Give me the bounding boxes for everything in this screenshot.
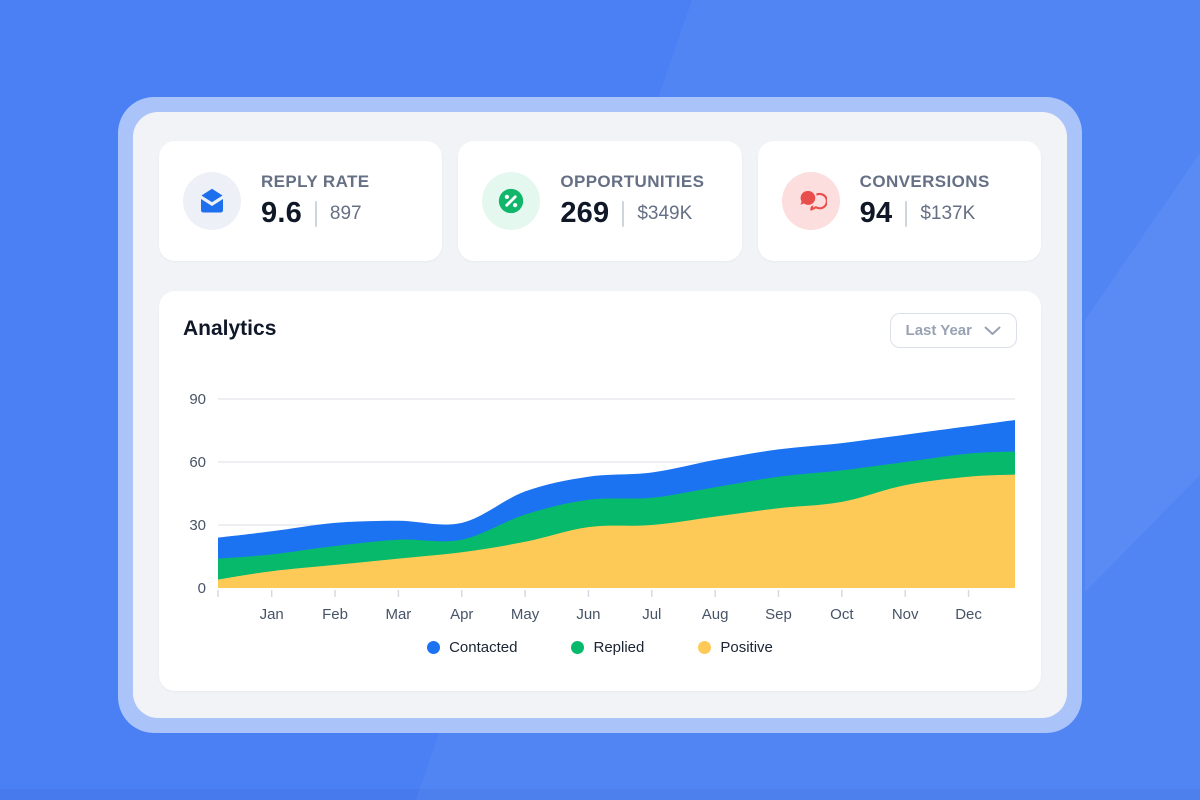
mail-icon xyxy=(183,172,241,230)
svg-text:Mar: Mar xyxy=(385,606,411,623)
stat-value: 269 xyxy=(560,197,610,229)
chat-bubbles-icon xyxy=(781,172,840,230)
stat-card-conversions: CONVERSIONS 94 $137K xyxy=(757,141,1041,261)
analytics-title: Analytics xyxy=(183,317,277,340)
chart-legend: Contacted Replied Positive xyxy=(159,639,1041,656)
svg-text:60: 60 xyxy=(189,454,206,471)
stat-divider xyxy=(314,200,317,227)
legend-item-contacted[interactable]: Contacted xyxy=(427,639,517,656)
svg-text:Aug: Aug xyxy=(702,606,729,623)
svg-text:90: 90 xyxy=(189,391,206,408)
stat-label: REPLY RATE xyxy=(261,172,370,191)
svg-text:Feb: Feb xyxy=(322,606,348,623)
svg-text:May: May xyxy=(511,606,540,623)
stat-cards-row: REPLY RATE 9.6 897 xyxy=(159,141,1041,261)
stat-value: 94 xyxy=(859,197,893,229)
stat-label: CONVERSIONS xyxy=(859,172,990,191)
stat-divider xyxy=(622,200,625,227)
legend-item-replied[interactable]: Replied xyxy=(571,639,644,656)
analytics-card: Analytics Last Year 0 30 60 90 Jan Feb Mar Apr M… xyxy=(159,291,1041,691)
svg-text:Oct: Oct xyxy=(830,606,854,623)
legend-dot xyxy=(571,641,585,654)
svg-text:0: 0 xyxy=(198,580,206,597)
svg-text:Sep: Sep xyxy=(765,606,792,623)
stat-divider xyxy=(905,200,908,227)
analytics-area-chart: 0 30 60 90 Jan Feb Mar Apr May Jun Jul Aug Sep Oct Nov… xyxy=(180,388,1015,628)
legend-dot xyxy=(427,641,441,654)
stat-secondary-value: $349K xyxy=(637,202,693,224)
stat-value: 9.6 xyxy=(261,197,302,229)
svg-text:Jun: Jun xyxy=(576,606,600,623)
stat-secondary-value: $137K xyxy=(920,202,976,224)
stat-label: OPPORTUNITIES xyxy=(560,172,705,191)
stat-card-opportunities: OPPORTUNITIES 269 $349K xyxy=(458,141,742,261)
date-range-selector[interactable]: Last Year xyxy=(889,313,1017,348)
dashboard-frame: REPLY RATE 9.6 897 xyxy=(118,97,1082,733)
legend-label: Replied xyxy=(593,639,645,656)
chevron-down-icon xyxy=(984,326,1001,335)
dashboard-panel: REPLY RATE 9.6 897 xyxy=(133,112,1067,718)
legend-label: Contacted xyxy=(449,639,518,656)
svg-text:Dec: Dec xyxy=(955,606,982,623)
area-series-positive xyxy=(218,474,1015,588)
stat-card-reply-rate: REPLY RATE 9.6 897 xyxy=(159,141,443,261)
legend-dot xyxy=(698,641,712,654)
svg-text:Nov: Nov xyxy=(892,606,919,623)
legend-item-positive[interactable]: Positive xyxy=(698,639,773,656)
svg-text:Jan: Jan xyxy=(260,606,284,623)
svg-text:30: 30 xyxy=(189,517,206,534)
legend-label: Positive xyxy=(720,639,773,656)
svg-text:Apr: Apr xyxy=(450,606,473,623)
stat-secondary-value: 897 xyxy=(329,202,362,224)
date-range-value: Last Year xyxy=(905,322,972,339)
percent-icon xyxy=(482,172,541,230)
svg-text:Jul: Jul xyxy=(642,606,661,623)
